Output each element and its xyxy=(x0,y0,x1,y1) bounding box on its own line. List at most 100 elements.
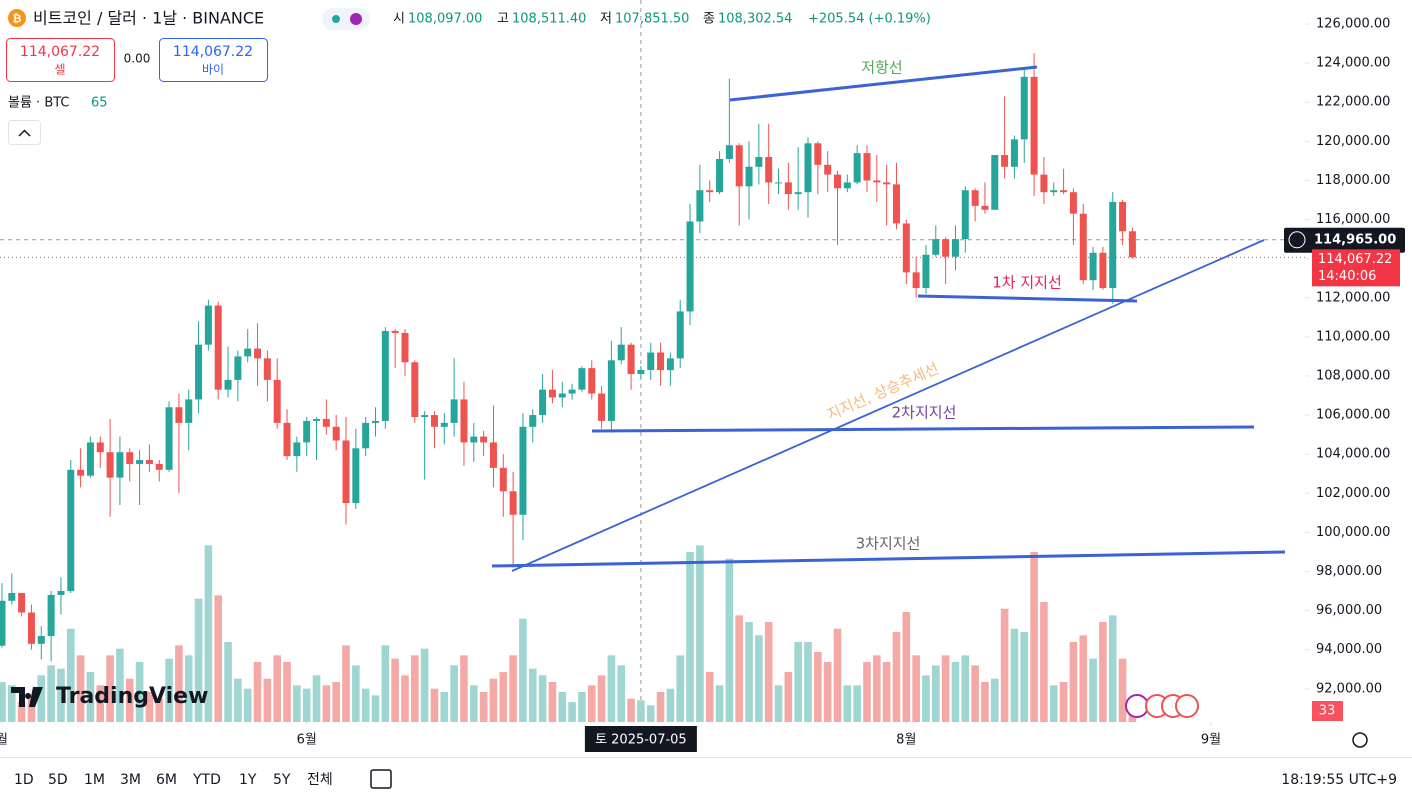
volume-bar xyxy=(892,632,901,722)
candle-body xyxy=(303,420,311,443)
interval-button[interactable]: 5D xyxy=(48,772,68,788)
candle-body xyxy=(961,190,969,240)
volume-bar xyxy=(224,642,232,722)
volume-bar xyxy=(1108,615,1117,722)
volume-value-label: 33 xyxy=(1319,704,1336,719)
candle-body xyxy=(440,422,448,427)
volume-bar xyxy=(401,675,409,722)
event-icon[interactable] xyxy=(1125,694,1149,718)
volume-bar xyxy=(804,642,812,722)
candle-body xyxy=(421,415,429,418)
volume-bar xyxy=(725,558,734,722)
volume-bar xyxy=(332,682,340,722)
support-line xyxy=(917,294,1138,303)
y-tick-label: 112,000.00 xyxy=(1316,290,1390,305)
candle-body xyxy=(77,469,85,476)
last-price-box xyxy=(1312,249,1400,287)
candle-body xyxy=(371,420,379,423)
candle-body xyxy=(784,182,792,195)
volume-bar xyxy=(322,685,331,722)
ohlc-value: 108,511.40 xyxy=(512,12,586,27)
candle-body xyxy=(313,418,321,421)
volume-bar xyxy=(430,688,439,722)
volume-bar xyxy=(293,685,301,722)
chevron xyxy=(18,129,31,137)
candle-body xyxy=(401,332,409,363)
coin-icon-glyph: ₿ xyxy=(13,12,22,25)
candle-body xyxy=(942,239,950,257)
buy-price: 114,067.22 xyxy=(173,44,253,60)
y-tick-label: 116,000.00 xyxy=(1316,212,1390,227)
interval-button[interactable]: 5Y xyxy=(273,772,291,788)
buy-button[interactable] xyxy=(159,38,268,82)
y-tick-label: 108,000.00 xyxy=(1316,368,1390,383)
sell-price: 114,067.22 xyxy=(20,44,100,60)
settings-icon[interactable] xyxy=(1352,732,1368,748)
candle-body xyxy=(342,440,350,504)
volume-bar xyxy=(597,675,606,722)
y-tick-label: 96,000.00 xyxy=(1316,603,1382,618)
candle-body xyxy=(1089,252,1097,281)
sell-label: 셀 xyxy=(54,63,65,77)
crosshair-x-label: 토 2025-07-05 xyxy=(595,733,687,748)
y-tick-label: 110,000.00 xyxy=(1316,329,1390,344)
volume-bar xyxy=(607,655,616,722)
candle-body xyxy=(696,190,704,222)
candle-body xyxy=(912,272,920,288)
interval-button[interactable]: YTD xyxy=(192,772,221,788)
interval-button[interactable]: 1D xyxy=(14,772,34,788)
candle-body xyxy=(27,612,35,644)
volume-bar xyxy=(234,678,242,722)
volume-bar xyxy=(755,635,763,722)
badge[interactable] xyxy=(322,8,370,30)
candle-body xyxy=(430,415,438,427)
brand: TradingView xyxy=(56,684,208,709)
candle-body xyxy=(971,190,979,206)
interval-button[interactable]: 1Y xyxy=(239,772,257,788)
add-alert-icon[interactable] xyxy=(1288,231,1306,249)
candle-body xyxy=(489,442,497,468)
sell-button[interactable] xyxy=(6,38,115,82)
candle-body xyxy=(548,389,556,398)
ohlc-label: 저 xyxy=(600,12,612,27)
interval-button[interactable]: 6M xyxy=(156,772,177,788)
candle-body xyxy=(155,463,163,470)
candle-body xyxy=(951,239,959,257)
event-icon[interactable] xyxy=(1175,694,1199,718)
volume-bar xyxy=(568,702,576,722)
date-range-icon[interactable] xyxy=(370,769,392,789)
y-tick-label: 126,000.00 xyxy=(1316,17,1390,32)
candle-body xyxy=(725,145,733,159)
clock[interactable]: 18:19:55 UTC+9 xyxy=(1281,772,1397,788)
candle-body xyxy=(116,452,124,478)
volume-bar xyxy=(391,658,399,722)
y-tick-label: 102,000.00 xyxy=(1316,486,1390,501)
candle-body xyxy=(106,452,114,478)
candle-body xyxy=(1010,139,1018,167)
candle-body xyxy=(755,156,763,167)
candle-body xyxy=(332,426,340,441)
interval-button[interactable]: 3M xyxy=(120,772,141,788)
volume-value-box xyxy=(1312,701,1343,721)
interval-button[interactable]: 1M xyxy=(84,772,105,788)
share-icon xyxy=(350,13,362,25)
collapse-button[interactable] xyxy=(8,120,41,145)
y-tick-label: 92,000.00 xyxy=(1316,681,1382,696)
y-tick-label: 94,000.00 xyxy=(1316,642,1382,657)
volume-bar xyxy=(0,682,6,722)
candle-body xyxy=(0,600,6,646)
volume-pane xyxy=(0,0,1305,722)
interval-button[interactable]: 전체 xyxy=(307,772,333,788)
volume-bar xyxy=(1000,608,1009,722)
candle-body xyxy=(234,356,242,380)
volume-bar xyxy=(37,675,46,722)
volume-bar xyxy=(1010,628,1019,722)
candle-body xyxy=(322,418,330,427)
volume-bar xyxy=(460,655,468,722)
toolbar: 1D 5D 1M 3M 6M YTD 1Y 5Y 전체 xyxy=(14,772,333,788)
volume-bar xyxy=(27,698,36,722)
volume-bar xyxy=(676,655,685,722)
ohlc-value: 108,302.54 xyxy=(718,12,792,27)
candle-body xyxy=(529,415,537,427)
